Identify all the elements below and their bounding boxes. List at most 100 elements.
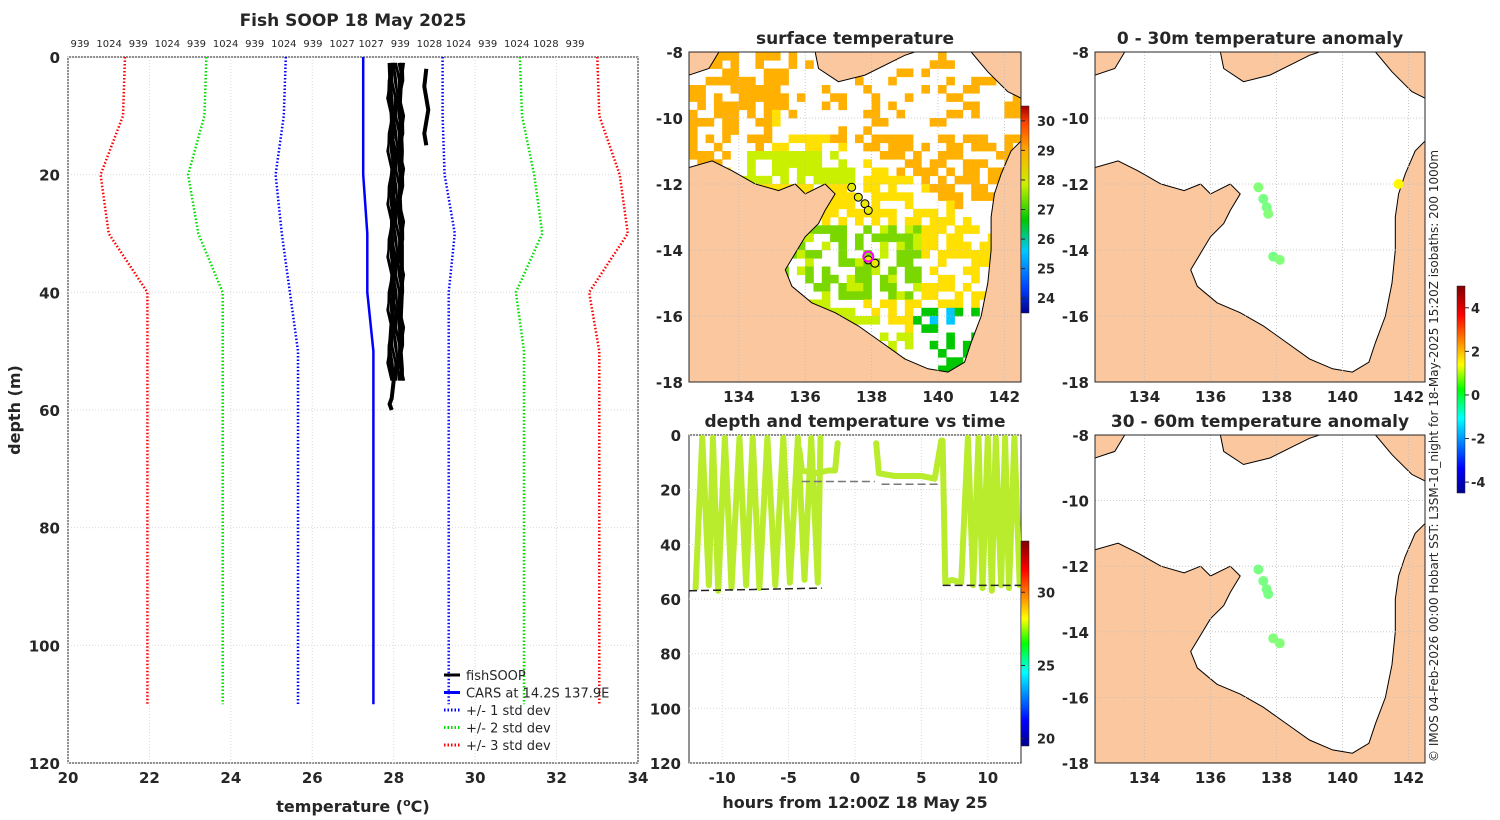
depth-time-xtick-label: -5 xyxy=(780,769,797,787)
sst-cell xyxy=(921,324,930,333)
sst-cell xyxy=(879,151,889,160)
sst-cell xyxy=(830,225,839,234)
sst-cell xyxy=(846,316,856,325)
sst-cell xyxy=(938,349,947,358)
anom2-land-poly-0 xyxy=(1095,522,1425,763)
profile-top-label: 1027 xyxy=(329,39,354,50)
fishsoop-cast-line xyxy=(398,62,405,381)
anomaly-0-30-panel: 134 136 138 140 142 -8 -10 -12 -14 -16 -18 0 - 30m… xyxy=(1062,29,1426,406)
sst-ytick-label: -12 xyxy=(656,176,683,194)
sst-land xyxy=(689,52,1021,382)
anom1-frame xyxy=(1094,51,1426,383)
sst-cell xyxy=(954,200,964,210)
anom2-point-1 xyxy=(1258,575,1269,586)
anom1-land-poly-3 xyxy=(1095,52,1126,76)
sst-cell xyxy=(821,208,831,218)
sst-cell xyxy=(838,167,847,177)
sst-cell xyxy=(871,217,881,226)
sst-cell xyxy=(713,76,723,86)
sst-cell xyxy=(913,316,922,325)
sst-cell xyxy=(813,299,823,309)
sst-cell xyxy=(929,159,939,168)
sst-cell xyxy=(713,93,723,102)
sst-cell xyxy=(838,175,847,185)
profile-xtick-label: 28 xyxy=(383,769,404,787)
sst-cell xyxy=(904,266,914,276)
sst-cell xyxy=(946,274,955,284)
sst-cell xyxy=(971,225,980,234)
sst-cell xyxy=(863,283,872,292)
sst-land-poly-0 xyxy=(689,140,1021,382)
sst-cell xyxy=(921,184,930,193)
sst-cell xyxy=(689,134,698,144)
sst-cell xyxy=(846,274,856,284)
sst-cell xyxy=(788,109,798,119)
sst-cell xyxy=(805,60,814,69)
sst-cell xyxy=(904,134,914,144)
profile-top-label: 1028 xyxy=(417,39,442,50)
sst-cell xyxy=(871,167,881,177)
sst-cell xyxy=(871,175,881,185)
sst-marker-5 xyxy=(870,258,880,268)
sst-cell xyxy=(772,76,781,86)
sst-cell xyxy=(946,250,955,259)
sst-cell xyxy=(888,316,897,325)
sst-cell xyxy=(954,225,964,234)
sst-cell xyxy=(938,52,947,61)
sst-cell xyxy=(962,225,972,234)
sst-cell xyxy=(896,250,906,259)
sst-cell xyxy=(904,332,914,342)
sst-cell xyxy=(888,175,897,185)
sst-cell xyxy=(788,134,798,144)
sst-cell xyxy=(713,101,723,111)
fishsoop-cast-line xyxy=(392,62,399,381)
sst-cell xyxy=(722,68,731,78)
profile-xtick-label: 32 xyxy=(546,769,567,787)
sst-cell xyxy=(755,118,764,127)
depth-time-series xyxy=(689,435,1021,594)
sst-cell xyxy=(747,175,756,185)
anom2-ytick-label: -16 xyxy=(1062,689,1089,707)
sst-cell xyxy=(946,134,955,144)
anom2-xtick-label: 142 xyxy=(1393,769,1424,787)
sst-cell xyxy=(772,151,781,160)
sst-cell xyxy=(1004,109,1013,119)
sst-cell xyxy=(772,109,781,119)
sst-cbar-label: 24 xyxy=(1037,292,1055,307)
sst-cell xyxy=(946,151,955,160)
fishsoop-cast-line xyxy=(397,62,404,381)
fishsoop-cast-line xyxy=(396,62,403,381)
sst-cell xyxy=(904,299,914,309)
sst-cell xyxy=(971,250,980,259)
anom1-points xyxy=(1253,179,1404,265)
sst-cell xyxy=(921,233,930,243)
sst-cell xyxy=(888,233,897,243)
sst-cell xyxy=(730,52,740,61)
sst-cell xyxy=(763,85,773,94)
profile-top-label: 939 xyxy=(303,39,322,50)
sst-cell xyxy=(929,340,939,350)
anom2-ytick-label: -12 xyxy=(1062,558,1089,576)
fishsoop-cast-line xyxy=(398,62,406,381)
sst-cell xyxy=(938,134,947,144)
sst-cell xyxy=(863,266,872,276)
anom2-xtick-label: 140 xyxy=(1327,769,1358,787)
sst-cell xyxy=(838,307,847,317)
profile-grid xyxy=(67,56,639,764)
sst-cell xyxy=(904,316,914,325)
sst-cell xyxy=(929,316,939,325)
sst-cell xyxy=(904,93,914,102)
legend-label-3: +/- 2 std dev xyxy=(466,722,551,737)
sst-cell xyxy=(954,291,964,300)
sst-cell xyxy=(904,175,914,185)
sst-cell xyxy=(738,101,748,111)
sst-cell xyxy=(954,109,964,119)
sst-cell xyxy=(846,258,856,267)
sst-cell xyxy=(929,266,939,276)
sst-cell xyxy=(913,250,922,259)
sst-cell xyxy=(971,192,980,201)
sst-cell xyxy=(929,291,939,300)
sst-cell xyxy=(738,93,748,102)
profile-ytick-label: 100 xyxy=(29,637,60,655)
depth-time-xtick-label: 10 xyxy=(977,769,998,787)
